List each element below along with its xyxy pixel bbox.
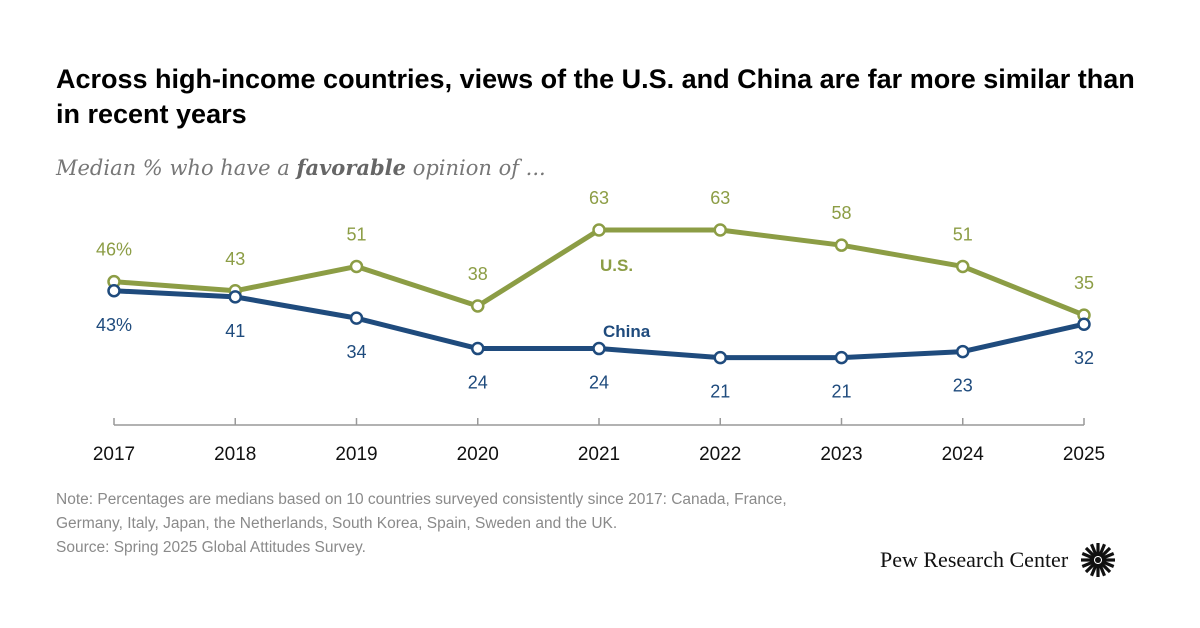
x-tick-label: 2022	[699, 444, 741, 465]
data-label: 24	[589, 373, 609, 393]
x-tick-label: 2023	[820, 444, 862, 465]
pew-sunburst-icon	[1081, 543, 1116, 577]
subtitle-text-end: opinion of ...	[406, 156, 546, 180]
chart-subtitle: Median % who have a favorable opinion of…	[56, 155, 546, 180]
sunburst-ray	[1085, 546, 1097, 559]
data-label: 63	[710, 188, 730, 208]
x-tick-label: 2017	[93, 444, 135, 465]
data-point	[713, 223, 727, 237]
subtitle-text: Median % who have a	[56, 156, 297, 180]
subtitle-emphasis: favorable	[296, 155, 407, 180]
sunburst-ray	[1090, 543, 1099, 557]
data-label: 58	[831, 203, 851, 223]
series-label-us: U.S.	[600, 256, 633, 275]
sunburst-ray	[1101, 552, 1115, 560]
sunburst-ray	[1085, 561, 1097, 574]
logo-text: Pew Research Center	[880, 547, 1069, 572]
data-point	[1077, 317, 1091, 331]
series-label-china: China	[603, 322, 651, 341]
data-label: 38	[468, 264, 488, 284]
x-tick-label: 2025	[1063, 444, 1105, 465]
data-label: 51	[953, 224, 973, 244]
sunburst-ray	[1099, 561, 1112, 574]
sunburst-ray	[1098, 563, 1107, 577]
note-line: Germany, Italy, Japan, the Netherlands, …	[56, 515, 618, 532]
chart-notes: Note: Percentages are medians based on 1…	[56, 488, 856, 560]
data-label: 34	[346, 342, 366, 362]
chart-title: Across high-income countries, views of t…	[56, 64, 1135, 129]
source-line: Source: Spring 2025 Global Attitudes Sur…	[56, 539, 366, 556]
x-tick-label: 2021	[578, 444, 620, 465]
pew-logo: Pew Research Center	[880, 540, 1118, 580]
data-label: 21	[710, 382, 730, 402]
data-point	[834, 350, 849, 365]
data-label: 43	[225, 249, 245, 269]
data-label: 32	[1074, 348, 1094, 368]
sunburst-ray	[1090, 563, 1099, 577]
data-label: 41	[225, 321, 245, 341]
data-label: 43%	[96, 315, 132, 335]
data-point	[956, 259, 970, 274]
sunburst-ray	[1098, 543, 1107, 557]
sunburst-ray	[1101, 560, 1115, 568]
data-point	[228, 290, 242, 304]
data-label: 21	[831, 382, 851, 402]
sunburst-ray	[1099, 546, 1112, 559]
data-label: 35	[1074, 273, 1094, 293]
data-label: 23	[953, 376, 973, 396]
sunburst-ray	[1081, 552, 1096, 560]
data-point	[471, 341, 485, 356]
data-label: 51	[346, 224, 366, 244]
data-label: 63	[589, 188, 609, 208]
data-point	[592, 341, 606, 356]
x-tick-label: 2024	[942, 444, 985, 465]
x-tick-label: 2019	[335, 444, 377, 465]
data-point	[349, 311, 364, 325]
data-point	[713, 350, 727, 365]
data-point	[834, 238, 849, 252]
note-line: Note: Percentages are medians based on 1…	[56, 491, 787, 508]
sunburst-center	[1095, 557, 1102, 563]
data-point	[471, 299, 485, 313]
data-point	[956, 344, 970, 359]
x-tick-label: 2018	[214, 444, 256, 465]
sunburst-ray	[1081, 560, 1096, 568]
x-tick-label: 2020	[457, 444, 499, 465]
data-label: 46%	[96, 240, 132, 260]
data-label: 24	[468, 373, 488, 393]
data-point	[592, 223, 606, 237]
data-point	[349, 259, 364, 274]
data-point	[107, 284, 121, 298]
